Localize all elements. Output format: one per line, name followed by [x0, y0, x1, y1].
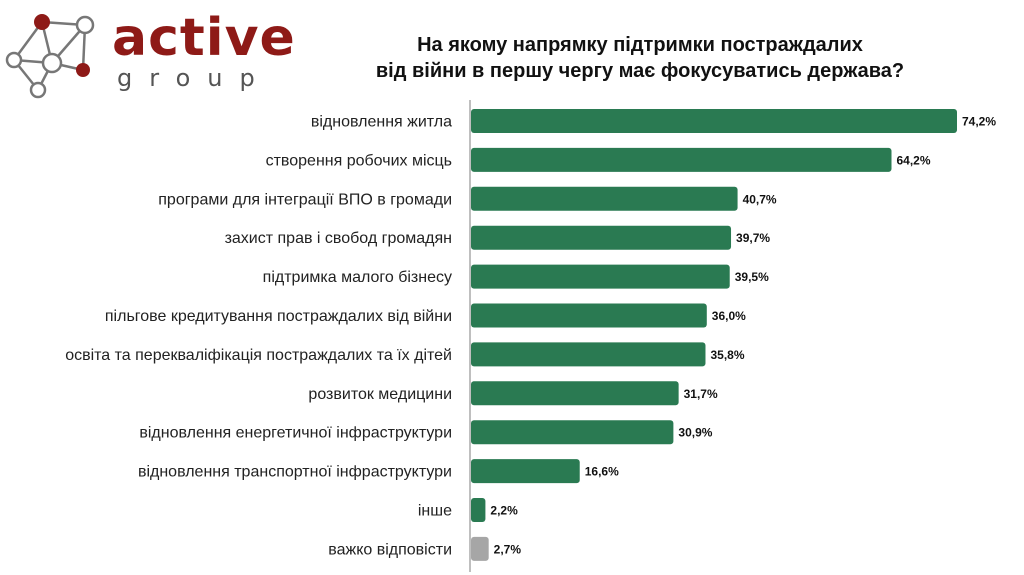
chart-title-line-2: від війни в першу чергу має фокусуватись…	[375, 60, 905, 82]
value-label-1: 64,2%	[897, 153, 931, 167]
category-label-8: відновлення енергетичної інфраструктури	[139, 425, 452, 442]
bar-1	[471, 147, 892, 172]
chart-title: На якому напрямку підтримки постраждалих…	[300, 32, 980, 84]
category-label-10: інше	[418, 503, 452, 520]
bar-6	[471, 342, 706, 367]
category-label-7: розвиток медицини	[308, 386, 452, 403]
bar-2	[471, 186, 738, 211]
bar-10	[471, 498, 486, 522]
category-label-2: програми для інтеграції ВПО в громади	[158, 191, 452, 208]
logo-subtitle: group	[117, 64, 272, 92]
category-label-5: пільгове кредитування постраждалих від в…	[105, 308, 452, 325]
bar-5	[471, 303, 707, 328]
category-label-3: захист прав і свобод громадян	[225, 230, 452, 247]
bar-4	[471, 264, 730, 289]
category-label-6: освіта та перекваліфікація постраждалих …	[65, 347, 452, 364]
value-label-5: 36,0%	[712, 309, 746, 323]
value-label-2: 40,7%	[743, 192, 777, 206]
value-label-0: 74,2%	[962, 115, 996, 129]
network-logo-icon	[5, 14, 95, 99]
category-label-1: створення робочих місць	[266, 152, 452, 169]
category-label-11: важко відповісти	[328, 541, 452, 558]
chart-title-line-1: На якому напрямку підтримки постраждалих	[417, 34, 863, 56]
bar-7	[471, 381, 679, 406]
value-label-6: 35,8%	[710, 348, 744, 362]
logo: active group	[0, 0, 295, 100]
value-label-3: 39,7%	[736, 231, 770, 245]
value-label-9: 16,6%	[585, 465, 619, 479]
value-label-8: 30,9%	[678, 426, 712, 440]
category-label-4: підтримка малого бізнесу	[263, 269, 452, 286]
value-label-11: 2,7%	[494, 542, 522, 556]
bar-0	[471, 109, 957, 133]
value-label-7: 31,7%	[684, 387, 718, 401]
value-label-4: 39,5%	[735, 270, 769, 284]
bar-11	[471, 536, 489, 561]
logo-wordmark: active	[112, 8, 296, 68]
bar-8	[471, 420, 674, 445]
value-label-10: 2,2%	[490, 504, 518, 518]
category-label-0: відновлення житла	[311, 114, 452, 131]
category-label-9: відновлення транспортної інфраструктури	[138, 464, 452, 481]
bar-3	[471, 225, 732, 250]
bar-9	[471, 459, 580, 484]
